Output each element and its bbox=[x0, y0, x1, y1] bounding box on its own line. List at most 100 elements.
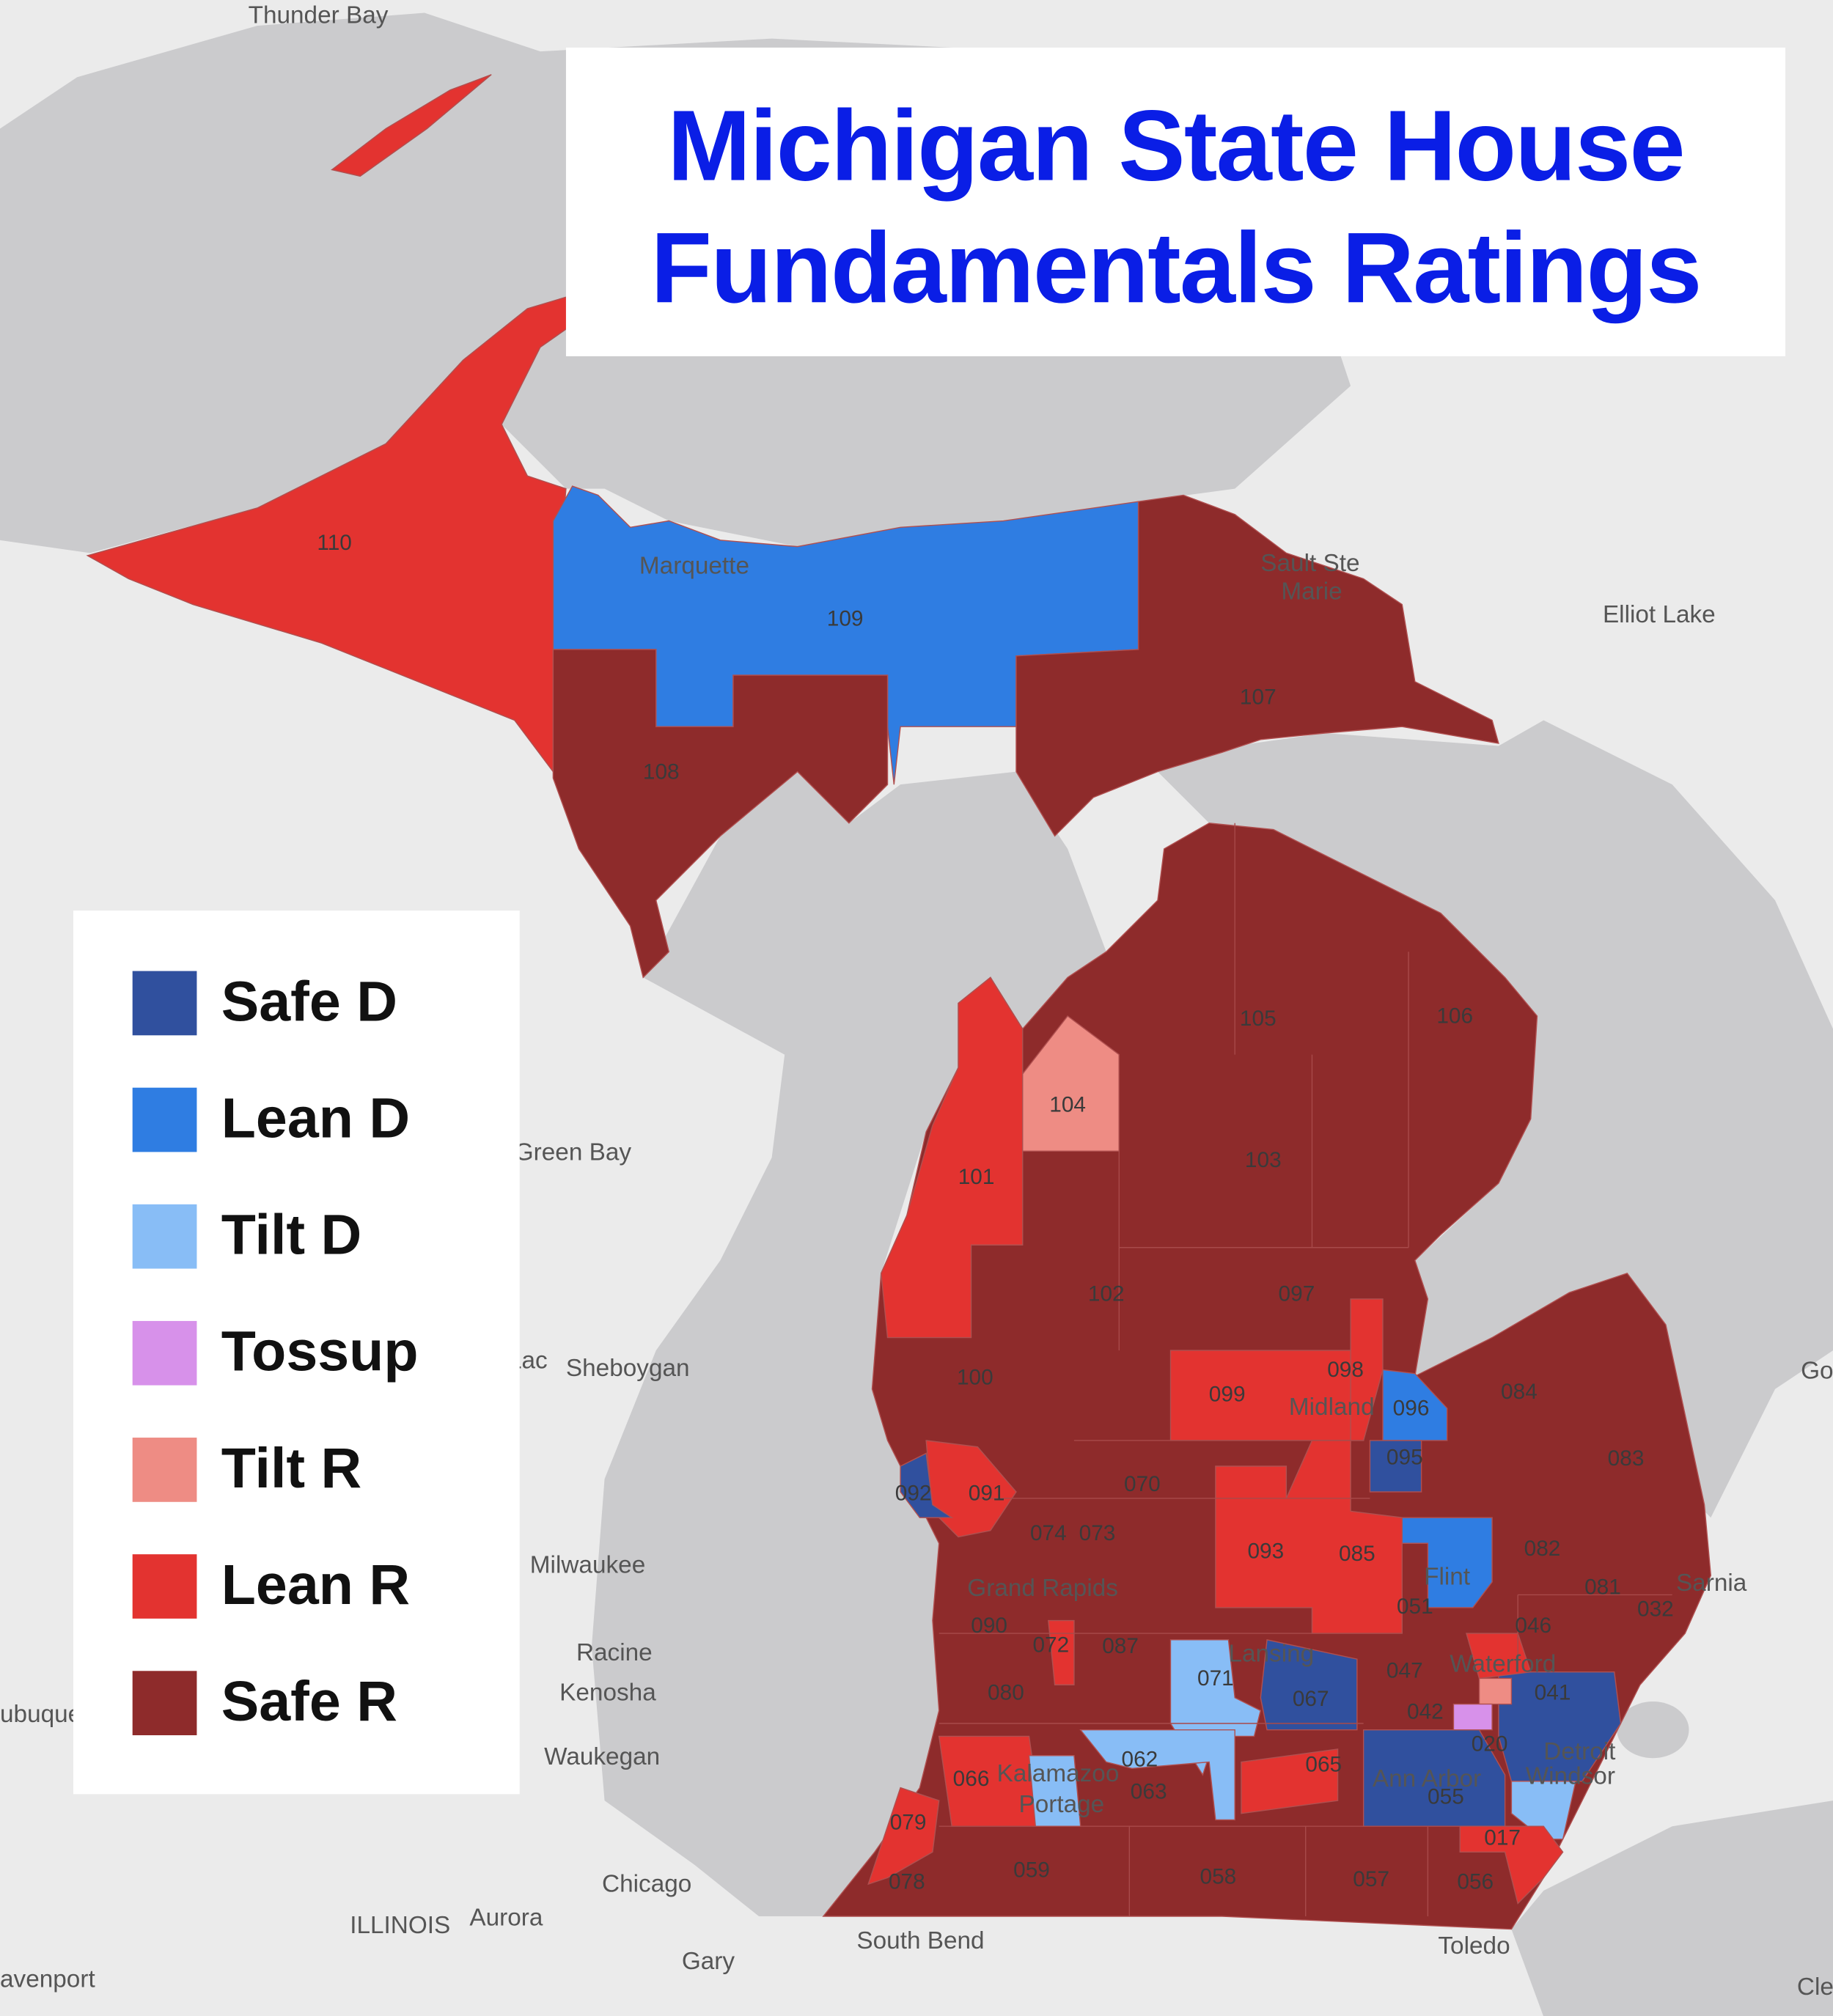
legend-label: Lean R bbox=[221, 1553, 410, 1616]
district-label: 090 bbox=[971, 1614, 1007, 1638]
district-label: 091 bbox=[969, 1481, 1005, 1505]
legend-swatch bbox=[132, 1320, 197, 1386]
district-area bbox=[1478, 1677, 1513, 1705]
district-area bbox=[1350, 1298, 1384, 1441]
district-label: 085 bbox=[1339, 1542, 1375, 1566]
district-label: 103 bbox=[1245, 1148, 1282, 1172]
place-label: Chicago bbox=[602, 1871, 691, 1898]
title-line: Fundamentals Ratings bbox=[650, 211, 1700, 323]
district-label: 042 bbox=[1407, 1700, 1444, 1724]
district-label: 081 bbox=[1584, 1575, 1621, 1600]
district-label: 110 bbox=[317, 531, 352, 555]
place-label: Toledo bbox=[1438, 1932, 1510, 1960]
place-label: Midland bbox=[1289, 1394, 1375, 1421]
district-label: 101 bbox=[958, 1165, 995, 1189]
district-label: 062 bbox=[1122, 1748, 1158, 1772]
district-label: 102 bbox=[1088, 1282, 1125, 1306]
district-label: 097 bbox=[1279, 1282, 1315, 1306]
district-label: 074 bbox=[1030, 1521, 1067, 1545]
lake-erie bbox=[1511, 1800, 1833, 2016]
district-label: 079 bbox=[890, 1811, 927, 1835]
place-label: ILLINOIS bbox=[350, 1912, 450, 1939]
district-label: 041 bbox=[1535, 1680, 1571, 1704]
district-label: 095 bbox=[1386, 1445, 1423, 1469]
district-area bbox=[867, 1787, 940, 1886]
place-label: Flint bbox=[1424, 1563, 1471, 1590]
district-label: 059 bbox=[1013, 1858, 1050, 1883]
legend-label: Tilt R bbox=[221, 1437, 362, 1500]
place-label: Waterford bbox=[1450, 1651, 1556, 1678]
district-label: 080 bbox=[988, 1680, 1024, 1704]
legend-label: Safe R bbox=[221, 1670, 397, 1733]
legend-swatch bbox=[132, 1438, 197, 1502]
legend-label: Safe D bbox=[221, 970, 397, 1033]
title-line: Michigan State House bbox=[667, 89, 1684, 202]
district-area bbox=[1459, 1825, 1564, 1905]
district-label: 106 bbox=[1436, 1004, 1473, 1029]
district-label: 055 bbox=[1428, 1785, 1464, 1809]
place-label: South Bend bbox=[856, 1927, 984, 1954]
district-label: 098 bbox=[1327, 1358, 1364, 1382]
district-label: 099 bbox=[1209, 1382, 1246, 1406]
district-label: 046 bbox=[1515, 1614, 1551, 1638]
place-label: Cle bbox=[1797, 1973, 1833, 2001]
place-label: Ann Arbor bbox=[1373, 1765, 1481, 1792]
district-area bbox=[1215, 1440, 1403, 1634]
place-label: Milwaukee bbox=[530, 1552, 645, 1579]
place-label: Portage bbox=[1018, 1791, 1104, 1818]
district-area bbox=[1369, 1440, 1422, 1493]
place-label: Sheboygan bbox=[566, 1355, 690, 1382]
legend-label: Tilt D bbox=[221, 1204, 362, 1267]
district-area bbox=[900, 1452, 954, 1518]
district-label: 057 bbox=[1353, 1867, 1389, 1891]
district-label: 032 bbox=[1637, 1597, 1674, 1621]
district-label: 058 bbox=[1200, 1864, 1237, 1888]
district-label: 092 bbox=[895, 1481, 932, 1505]
place-label: Waukegan bbox=[544, 1743, 660, 1770]
legend-label: Tossup bbox=[221, 1320, 419, 1383]
district-area bbox=[1260, 1638, 1358, 1731]
place-label: Detroit bbox=[1543, 1738, 1616, 1765]
district-label: 051 bbox=[1397, 1594, 1433, 1619]
lake-huron bbox=[1157, 720, 1833, 1518]
place-label: Marie bbox=[1281, 578, 1342, 606]
district-area bbox=[881, 976, 1024, 1339]
legend-swatch bbox=[132, 1204, 197, 1269]
district-area bbox=[552, 649, 889, 979]
district-label: 063 bbox=[1131, 1779, 1167, 1803]
district-label: 083 bbox=[1608, 1446, 1645, 1471]
district-label: 078 bbox=[889, 1869, 925, 1894]
place-label: Thunder Bay bbox=[249, 2, 389, 29]
district-label: 104 bbox=[1049, 1093, 1086, 1117]
legend-swatch bbox=[132, 1554, 197, 1619]
place-label: Sarnia bbox=[1676, 1570, 1747, 1597]
district-label: 096 bbox=[1393, 1397, 1430, 1421]
place-label: Grand Rapids bbox=[967, 1575, 1118, 1602]
district-area bbox=[1079, 1729, 1235, 1821]
place-label: Kenosha bbox=[559, 1679, 656, 1706]
district-area bbox=[1498, 1671, 1622, 1782]
legend-swatch bbox=[132, 1671, 197, 1736]
place-label: ubuque bbox=[0, 1701, 81, 1728]
title-box bbox=[565, 47, 1786, 356]
lake-st-clair bbox=[1617, 1702, 1689, 1759]
district-label: 100 bbox=[957, 1366, 993, 1390]
place-label: Aurora bbox=[469, 1904, 543, 1931]
lake-michigan bbox=[592, 771, 1106, 1917]
place-label: Elliot Lake bbox=[1603, 601, 1716, 628]
district-label: 067 bbox=[1293, 1687, 1329, 1711]
place-label: Marquette bbox=[639, 552, 749, 579]
district-label: 071 bbox=[1197, 1666, 1234, 1691]
district-area bbox=[1015, 494, 1499, 837]
district-label: 107 bbox=[1240, 685, 1277, 710]
place-label: Gary bbox=[682, 1948, 735, 1975]
place-label: Green Bay bbox=[515, 1138, 632, 1166]
legend-label: Lean D bbox=[221, 1086, 410, 1149]
district-label: 065 bbox=[1305, 1753, 1342, 1777]
district-label: 047 bbox=[1386, 1659, 1423, 1683]
district-label: 072 bbox=[1032, 1633, 1069, 1657]
district-label: 020 bbox=[1472, 1732, 1508, 1756]
district-area bbox=[1401, 1517, 1493, 1608]
